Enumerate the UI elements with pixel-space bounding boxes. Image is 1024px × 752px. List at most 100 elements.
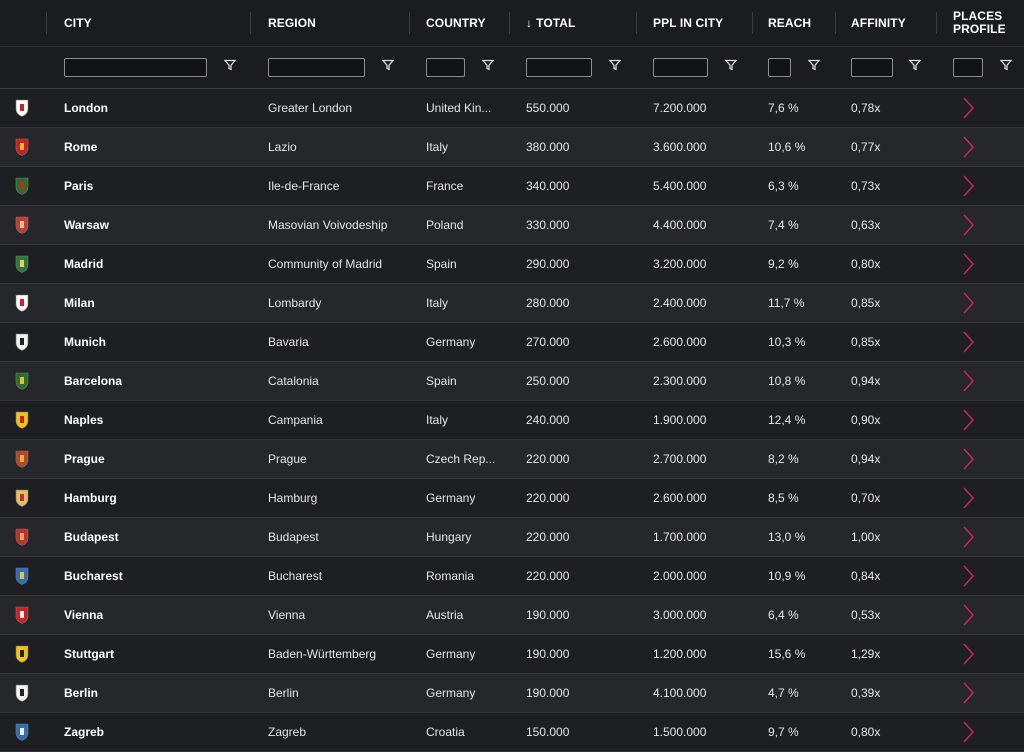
chevron-right-icon[interactable] bbox=[958, 526, 978, 548]
affinity-cell: 0,94x bbox=[851, 374, 881, 388]
city-cell[interactable]: Warsaw bbox=[64, 218, 109, 232]
city-cell[interactable]: Naples bbox=[64, 413, 104, 427]
region-filter-input[interactable] bbox=[268, 58, 365, 77]
column-separator[interactable] bbox=[509, 12, 510, 34]
filter-funnel-icon[interactable] bbox=[223, 59, 238, 73]
city-cell[interactable]: Bucharest bbox=[64, 569, 123, 583]
filter-funnel-icon[interactable] bbox=[481, 59, 496, 73]
reach-cell: 11,7 % bbox=[768, 296, 805, 310]
filter-funnel-icon[interactable] bbox=[724, 59, 739, 73]
table-row[interactable]: Munich Bavaria Germany 270.000 2.600.000… bbox=[0, 323, 1024, 362]
country-filter-input[interactable] bbox=[426, 58, 465, 77]
ppl-in-city-filter-input[interactable] bbox=[653, 58, 708, 77]
table-row[interactable]: Warsaw Masovian Voivodeship Poland 330.0… bbox=[0, 206, 1024, 245]
table-row[interactable]: Milan Lombardy Italy 280.000 2.400.000 1… bbox=[0, 284, 1024, 323]
chevron-right-icon[interactable] bbox=[958, 214, 978, 236]
chevron-right-icon[interactable] bbox=[958, 448, 978, 470]
table-row[interactable]: Barcelona Catalonia Spain 250.000 2.300.… bbox=[0, 362, 1024, 401]
table-row[interactable]: Naples Campania Italy 240.000 1.900.000 … bbox=[0, 401, 1024, 440]
column-separator[interactable] bbox=[409, 12, 410, 34]
country-cell: Germany bbox=[426, 491, 476, 505]
city-cell[interactable]: Paris bbox=[64, 179, 94, 193]
table-row[interactable]: Hamburg Hamburg Germany 220.000 2.600.00… bbox=[0, 479, 1024, 518]
city-cell[interactable]: Berlin bbox=[64, 686, 99, 700]
table-row[interactable]: Bucharest Bucharest Romania 220.000 2.00… bbox=[0, 557, 1024, 596]
table-row[interactable]: Vienna Vienna Austria 190.000 3.000.000 … bbox=[0, 596, 1024, 635]
table-row[interactable]: Budapest Budapest Hungary 220.000 1.700.… bbox=[0, 518, 1024, 557]
chevron-right-icon[interactable] bbox=[958, 604, 978, 626]
table-row[interactable]: Zagreb Zagreb Croatia 150.000 1.500.000 … bbox=[0, 713, 1024, 752]
filter-funnel-icon[interactable] bbox=[908, 59, 923, 73]
column-separator[interactable] bbox=[636, 12, 637, 34]
city-cell[interactable]: Milan bbox=[64, 296, 95, 310]
column-separator[interactable] bbox=[752, 12, 753, 34]
city-cell[interactable]: Barcelona bbox=[64, 374, 123, 388]
chevron-right-icon[interactable] bbox=[958, 682, 978, 704]
column-separator[interactable] bbox=[250, 12, 251, 34]
ppl-in-city-cell: 1.500.000 bbox=[653, 725, 707, 739]
city-crest-icon bbox=[15, 333, 29, 351]
reach-cell: 10,3 % bbox=[768, 335, 806, 349]
chevron-right-icon[interactable] bbox=[958, 565, 978, 587]
filter-funnel-icon[interactable] bbox=[999, 59, 1014, 73]
table-row[interactable]: Rome Lazio Italy 380.000 3.600.000 10,6 … bbox=[0, 128, 1024, 167]
total-cell: 240.000 bbox=[526, 413, 570, 427]
city-cell[interactable]: Budapest bbox=[64, 530, 119, 544]
city-cell[interactable]: Rome bbox=[64, 140, 98, 154]
affinity-filter-input[interactable] bbox=[851, 58, 893, 77]
country-cell: Spain bbox=[426, 257, 457, 271]
city-cell[interactable]: London bbox=[64, 101, 108, 115]
table-row[interactable]: Stuttgart Baden-Württemberg Germany 190.… bbox=[0, 635, 1024, 674]
city-cell[interactable]: Munich bbox=[64, 335, 106, 349]
chevron-right-icon[interactable] bbox=[958, 643, 978, 665]
column-header-total[interactable]: ↓ TOTAL bbox=[526, 0, 626, 46]
column-separator[interactable] bbox=[936, 12, 937, 34]
ppl-in-city-cell: 1.900.000 bbox=[653, 413, 707, 427]
chevron-right-icon[interactable] bbox=[958, 97, 978, 119]
city-cell[interactable]: Hamburg bbox=[64, 491, 117, 505]
column-header-city[interactable]: CITY bbox=[64, 0, 244, 46]
reach-filter-input[interactable] bbox=[768, 58, 791, 77]
chevron-right-icon[interactable] bbox=[958, 409, 978, 431]
city-cell[interactable]: Zagreb bbox=[64, 725, 105, 739]
table-row[interactable]: Prague Prague Czech Rep... 220.000 2.700… bbox=[0, 440, 1024, 479]
affinity-cell: 0,77x bbox=[851, 140, 881, 154]
places-profile-filter-input[interactable] bbox=[953, 58, 983, 77]
column-header-country[interactable]: COUNTRY bbox=[426, 0, 506, 46]
total-cell: 550.000 bbox=[526, 101, 570, 115]
table-row[interactable]: Madrid Community of Madrid Spain 290.000… bbox=[0, 245, 1024, 284]
column-header-affinity[interactable]: AFFINITY bbox=[851, 0, 931, 46]
filter-funnel-icon[interactable] bbox=[381, 59, 396, 73]
chevron-right-icon[interactable] bbox=[958, 136, 978, 158]
column-header-reach[interactable]: REACH bbox=[768, 0, 838, 46]
total-cell: 340.000 bbox=[526, 179, 570, 193]
city-cell[interactable]: Madrid bbox=[64, 257, 104, 271]
city-filter-input[interactable] bbox=[64, 58, 207, 77]
chevron-right-icon[interactable] bbox=[958, 175, 978, 197]
city-crest-icon bbox=[15, 99, 29, 117]
total-filter-input[interactable] bbox=[526, 58, 592, 77]
chevron-right-icon[interactable] bbox=[958, 370, 978, 392]
chevron-right-icon[interactable] bbox=[958, 331, 978, 353]
column-header-ppl-in-city-label: PPL IN CITY bbox=[653, 16, 724, 30]
table-row[interactable]: London Greater London United Kin... 550.… bbox=[0, 89, 1024, 128]
chevron-right-icon[interactable] bbox=[958, 487, 978, 509]
city-cell[interactable]: Stuttgart bbox=[64, 647, 114, 661]
chevron-right-icon[interactable] bbox=[958, 253, 978, 275]
region-cell: Masovian Voivodeship bbox=[268, 218, 388, 232]
city-cell[interactable]: Prague bbox=[64, 452, 105, 466]
column-header-region[interactable]: REGION bbox=[268, 0, 408, 46]
filter-funnel-icon[interactable] bbox=[608, 59, 623, 73]
filter-funnel-icon[interactable] bbox=[807, 59, 822, 73]
city-crest-icon bbox=[15, 684, 29, 702]
column-separator[interactable] bbox=[46, 12, 47, 34]
column-header-places-profile[interactable]: PLACES PROFILE bbox=[953, 0, 1023, 46]
table-row[interactable]: Berlin Berlin Germany 190.000 4.100.000 … bbox=[0, 674, 1024, 713]
city-cell[interactable]: Vienna bbox=[64, 608, 104, 622]
country-cell: France bbox=[426, 179, 464, 193]
chevron-right-icon[interactable] bbox=[958, 721, 978, 743]
column-separator[interactable] bbox=[835, 12, 836, 34]
chevron-right-icon[interactable] bbox=[958, 292, 978, 314]
table-row[interactable]: Paris Ile-de-France France 340.000 5.400… bbox=[0, 167, 1024, 206]
column-header-ppl-in-city[interactable]: PPL IN CITY bbox=[653, 0, 748, 46]
